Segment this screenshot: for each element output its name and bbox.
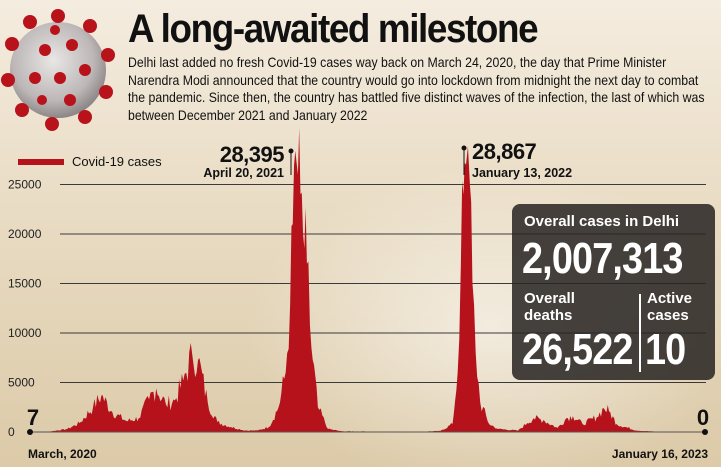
start-date: March, 2020 bbox=[28, 447, 97, 461]
start-dot bbox=[27, 429, 33, 435]
peak-annotation-1: 28,395 April 20, 2021 bbox=[203, 142, 294, 180]
legend: Covid-19 cases bbox=[18, 154, 162, 169]
end-dot bbox=[702, 429, 708, 435]
peak-2-value: 28,867 bbox=[472, 139, 537, 164]
legend-label: Covid-19 cases bbox=[72, 154, 162, 169]
active-cases-label: Active cases bbox=[647, 290, 693, 324]
y-tick-label: 15000 bbox=[8, 277, 42, 291]
intro-text: Delhi last added no fresh Covid-19 cases… bbox=[128, 55, 705, 123]
peak-1-dot bbox=[288, 148, 294, 154]
y-tick-label: 0 bbox=[8, 425, 15, 439]
legend-swatch bbox=[18, 159, 64, 165]
overall-deaths-label: Overall deaths bbox=[524, 290, 575, 324]
peak-annotation-2: 28,867 January 13, 2022 bbox=[461, 139, 572, 180]
y-axis-ticks: 0 5000 10000 15000 20000 25000 bbox=[8, 178, 42, 440]
end-value: 0 bbox=[697, 405, 709, 430]
peak-2-dot bbox=[461, 145, 467, 151]
coronavirus-illustration bbox=[1, 9, 115, 131]
headline: A long-awaited milestone bbox=[128, 7, 539, 51]
start-annotation: 7 March, 2020 bbox=[27, 405, 97, 461]
stats-panel: Overall cases in Delhi 2,007,313 Overall… bbox=[512, 204, 715, 380]
end-annotation: 0 January 16, 2023 bbox=[612, 405, 709, 461]
overall-cases-value: 2,007,313 bbox=[522, 234, 683, 283]
y-tick-label: 5000 bbox=[8, 376, 35, 390]
start-value: 7 bbox=[27, 405, 39, 430]
overall-cases-label: Overall cases in Delhi bbox=[524, 213, 680, 230]
end-date: January 16, 2023 bbox=[612, 447, 708, 461]
peak-2-date: January 13, 2022 bbox=[472, 166, 572, 180]
stats-divider bbox=[639, 294, 641, 372]
active-cases-value: 10 bbox=[645, 325, 686, 374]
overall-deaths-value: 26,522 bbox=[522, 325, 633, 374]
peak-1-value: 28,395 bbox=[220, 142, 285, 167]
y-tick-label: 20000 bbox=[8, 227, 42, 241]
y-tick-label: 10000 bbox=[8, 326, 42, 340]
y-tick-label: 25000 bbox=[8, 178, 42, 192]
peak-1-date: April 20, 2021 bbox=[203, 166, 284, 180]
